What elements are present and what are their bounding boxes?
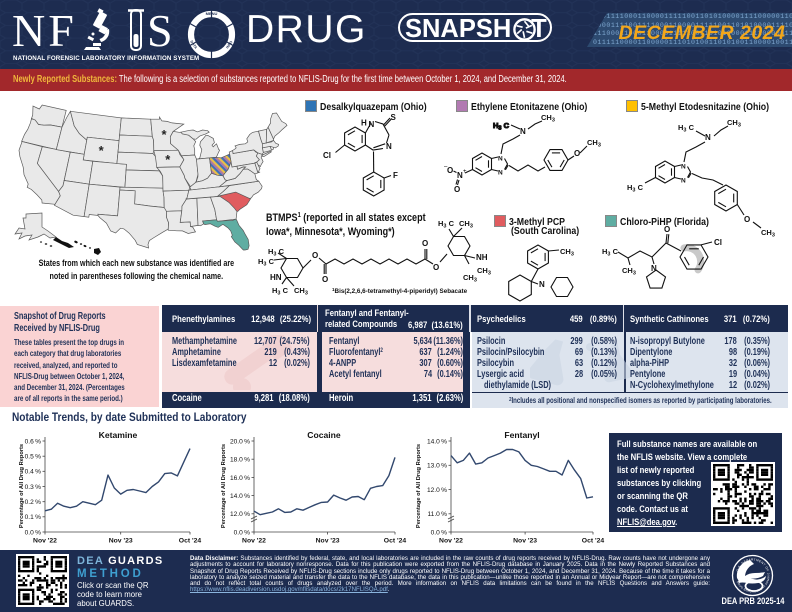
svg-text:MENU: MENU: [206, 11, 218, 16]
svg-text:N: N: [498, 170, 503, 177]
svg-text:Ketamine: Ketamine: [99, 430, 138, 440]
svg-text:Oct '24: Oct '24: [384, 538, 407, 545]
svg-text:O: O: [447, 166, 453, 175]
svg-text:0.3 %: 0.3 %: [25, 484, 41, 491]
svg-text:HN: HN: [270, 273, 282, 282]
svg-text:INFO: INFO: [225, 40, 233, 49]
svg-text:CH3: CH3: [587, 138, 601, 149]
svg-text:N: N: [386, 142, 392, 151]
svg-text:Nov '23: Nov '23: [109, 538, 133, 545]
svg-text:DATA: DATA: [189, 40, 198, 50]
svg-text:Cl: Cl: [323, 151, 331, 160]
svg-text:Percentage of All Drug Reports: Percentage of All Drug Reports: [416, 444, 422, 528]
svg-text:0.2 %: 0.2 %: [25, 499, 41, 506]
svg-text:O: O: [744, 215, 750, 224]
svg-text:H3 C: H3 C: [272, 286, 289, 297]
svg-text:N: N: [681, 164, 686, 171]
svg-text:H: H: [361, 119, 367, 128]
svg-text:0.1 %: 0.1 %: [25, 514, 41, 521]
svg-text:N: N: [498, 156, 503, 163]
svg-text:+: +: [463, 169, 467, 175]
svg-text:Oct '24: Oct '24: [582, 538, 605, 545]
svg-text:Fentanyl: Fentanyl: [504, 430, 539, 440]
svg-text:H3 C: H3 C: [493, 121, 510, 132]
svg-text:Cl: Cl: [714, 238, 722, 247]
svg-text:CH3: CH3: [761, 228, 775, 238]
svg-text:N: N: [520, 127, 526, 136]
svg-text:CH3: CH3: [477, 266, 491, 277]
svg-text:0.0 %: 0.0 %: [25, 529, 41, 536]
svg-text:Nov '22: Nov '22: [439, 538, 463, 545]
svg-text:N: N: [705, 133, 711, 142]
svg-text:0.4 %: 0.4 %: [25, 469, 41, 476]
svg-text:0.0 %: 0.0 %: [234, 529, 250, 536]
svg-text:O: O: [574, 149, 580, 158]
svg-text:O: O: [312, 251, 318, 260]
svg-text:CH3: CH3: [459, 220, 473, 230]
svg-text:F: F: [393, 171, 398, 180]
svg-text:O: O: [454, 185, 460, 194]
svg-text:20.0 %: 20.0 %: [230, 438, 250, 445]
svg-text:CH3: CH3: [294, 286, 308, 297]
svg-text:*: *: [99, 143, 105, 158]
svg-text:12.0 %: 12.0 %: [230, 511, 250, 518]
svg-text:H3 C: H3 C: [678, 123, 695, 134]
svg-text:16.0 %: 16.0 %: [230, 475, 250, 482]
svg-text:N: N: [539, 280, 545, 289]
svg-text:H3 C: H3 C: [438, 220, 455, 230]
svg-text:O: O: [664, 226, 670, 234]
svg-text:Percentage of All Drug Reports: Percentage of All Drug Reports: [19, 444, 25, 528]
svg-text:0.0 %: 0.0 %: [431, 529, 447, 536]
svg-text:0.5 %: 0.5 %: [25, 454, 41, 461]
svg-text:CH3: CH3: [560, 247, 574, 258]
svg-text:12.0 %: 12.0 %: [427, 487, 447, 494]
svg-text:Nov '22: Nov '22: [242, 538, 266, 545]
svg-text:Nov '22: Nov '22: [33, 538, 57, 545]
svg-text:H3 C: H3 C: [602, 247, 619, 258]
svg-text:N: N: [651, 264, 657, 273]
svg-text:O: O: [322, 275, 328, 284]
svg-text:14.0 %: 14.0 %: [230, 493, 250, 500]
svg-text:H3 C: H3 C: [268, 247, 285, 258]
svg-text:*: *: [165, 152, 171, 167]
svg-text:0.6 %: 0.6 %: [25, 438, 41, 445]
svg-text:18.0 %: 18.0 %: [230, 457, 250, 464]
svg-text:H3 C: H3 C: [258, 257, 275, 268]
svg-text:Cocaine: Cocaine: [307, 430, 341, 440]
svg-text:H3 C: H3 C: [627, 183, 644, 194]
svg-text:*: *: [161, 127, 167, 142]
svg-text:NH: NH: [476, 253, 488, 262]
svg-text:14.0 %: 14.0 %: [427, 438, 447, 445]
svg-text:CH3: CH3: [541, 113, 555, 124]
svg-text:–: –: [444, 164, 448, 170]
svg-text:Oct '24: Oct '24: [179, 538, 202, 545]
svg-text:CH3: CH3: [727, 118, 741, 129]
svg-text:N: N: [369, 120, 375, 129]
svg-text:13.0 %: 13.0 %: [427, 463, 447, 470]
svg-text:Nov '23: Nov '23: [316, 538, 340, 545]
svg-text:N: N: [681, 178, 686, 185]
svg-text:O: O: [433, 263, 439, 272]
svg-text:N: N: [457, 171, 463, 180]
svg-text:O: O: [422, 239, 428, 248]
svg-text:CH3: CH3: [463, 273, 477, 284]
svg-text:11.0 %: 11.0 %: [427, 511, 447, 518]
svg-text:Percentage of All Drug Reports: Percentage of All Drug Reports: [221, 444, 227, 528]
svg-text:S: S: [391, 113, 397, 122]
svg-text:CH3: CH3: [622, 266, 636, 277]
svg-text:Nov '23: Nov '23: [513, 538, 537, 545]
